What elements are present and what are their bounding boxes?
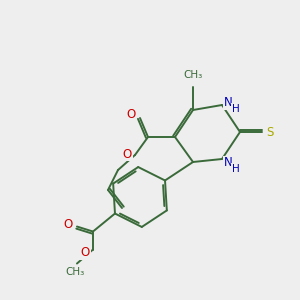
Text: N: N <box>224 97 232 110</box>
Text: O: O <box>63 218 73 231</box>
Text: H: H <box>232 164 240 174</box>
Text: H: H <box>232 104 240 114</box>
Text: O: O <box>122 148 132 160</box>
Text: O: O <box>126 107 136 121</box>
Text: S: S <box>266 125 274 139</box>
Text: O: O <box>80 246 90 259</box>
Text: CH₃: CH₃ <box>183 70 202 80</box>
Text: N: N <box>224 157 232 169</box>
Text: CH₃: CH₃ <box>65 266 85 277</box>
